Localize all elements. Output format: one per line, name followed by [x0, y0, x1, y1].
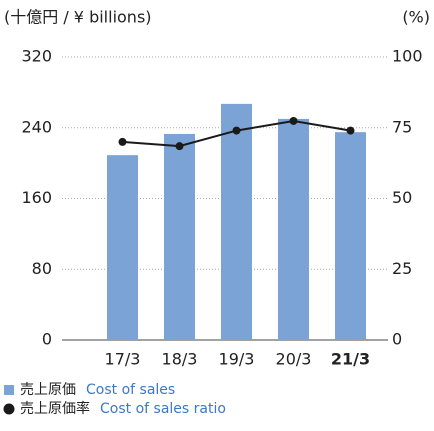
- bar: [164, 133, 195, 340]
- x-tick-label: 17/3: [105, 350, 141, 369]
- line-point: [175, 142, 184, 151]
- y2-tick-label: 75: [392, 117, 412, 136]
- bar: [335, 132, 366, 340]
- y2-tick-label: 25: [392, 259, 412, 278]
- y2-tick-label: 0: [392, 330, 402, 349]
- y2-axis-label: (%): [402, 8, 430, 27]
- y-tick-label: 160: [21, 188, 52, 207]
- bar: [107, 155, 138, 340]
- x-tick-label: 19/3: [219, 350, 255, 369]
- x-tick-label: 20/3: [276, 350, 312, 369]
- y-tick-label: 320: [21, 47, 52, 66]
- line-point: [346, 126, 355, 135]
- line-point: [289, 116, 298, 125]
- legend-label-en: Cost of sales: [86, 382, 175, 398]
- y-axis-label: (十億円 / ¥ billions): [4, 8, 152, 27]
- x-tick-label: 18/3: [162, 350, 198, 369]
- y-tick-label: 0: [42, 330, 52, 349]
- legend-label-en: Cost of sales ratio: [100, 401, 226, 417]
- x-tick-label: 21/3: [331, 350, 370, 369]
- bar: [278, 118, 309, 340]
- y-tick-label: 80: [32, 259, 52, 278]
- line-point: [118, 137, 127, 146]
- legend-swatch: [3, 403, 15, 415]
- y2-tick-label: 50: [392, 188, 412, 207]
- legend-label: 売上原価: [20, 382, 76, 398]
- y-tick-label: 240: [21, 117, 52, 136]
- legend-swatch: [4, 385, 14, 395]
- y2-tick-label: 100: [392, 47, 423, 66]
- bar: [221, 103, 252, 340]
- legend-label: 売上原価率: [20, 400, 90, 417]
- line-point: [232, 126, 241, 135]
